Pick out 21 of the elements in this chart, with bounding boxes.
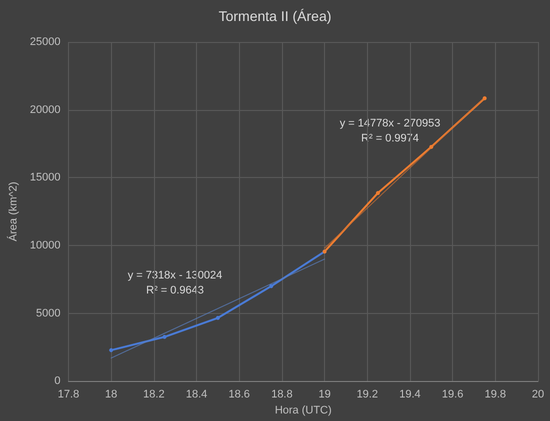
x-tick-label: 17.8: [58, 388, 80, 401]
x-tick-label: 18: [105, 388, 118, 401]
y-axis-title: Área (km^2): [6, 182, 20, 242]
x-tick-label: 19: [318, 388, 331, 401]
x-tick-label: 18.4: [186, 388, 208, 401]
x-tick-label: 18.6: [228, 388, 250, 401]
y-tick-label: 25000: [30, 36, 60, 48]
x-tick-label: 19.6: [442, 388, 464, 401]
x-tick-label: 18.2: [143, 388, 165, 401]
x-tick-label: 20: [532, 388, 544, 401]
x-tick-label: 19.4: [399, 388, 421, 401]
y-tick-label: 20000: [30, 104, 60, 116]
x-axis-title: Hora (UTC): [274, 404, 332, 416]
x-tick-label: 19.8: [484, 388, 506, 401]
y-tick-label: 5000: [36, 307, 60, 320]
x-tick-label: 18.8: [271, 388, 293, 401]
chart-title: Tormenta II (Área): [218, 8, 332, 24]
y-tick-label: 0: [54, 375, 60, 388]
y-tick-label: 15000: [30, 172, 60, 184]
x-tick-label: 19.2: [356, 388, 378, 401]
y-tick-label: 10000: [30, 239, 60, 252]
